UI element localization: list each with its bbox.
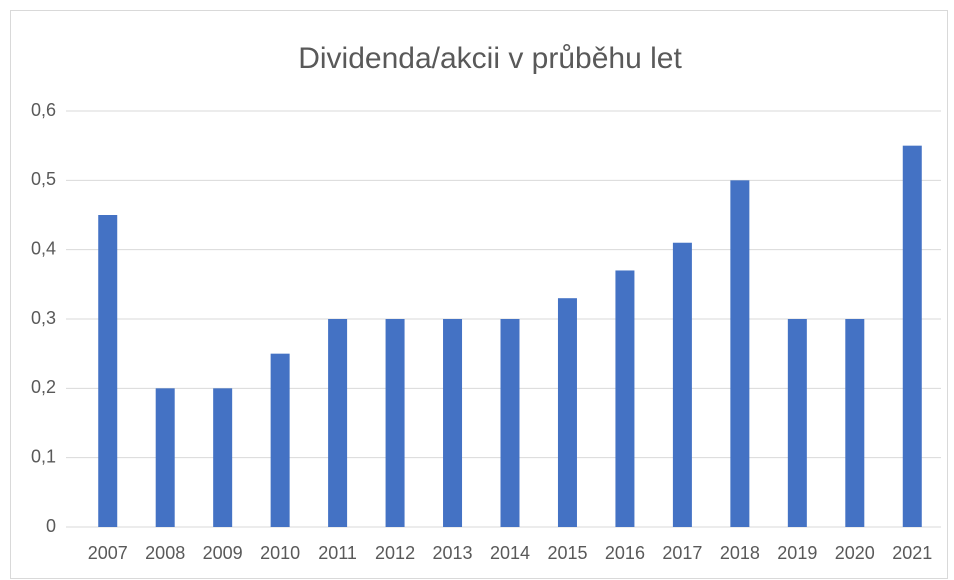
y-tick-label: 0,1	[31, 446, 56, 466]
x-tick-label: 2012	[375, 543, 415, 563]
bar	[328, 319, 348, 527]
bar	[672, 242, 692, 527]
x-tick-label: 2007	[88, 543, 128, 563]
x-tick-label: 2013	[433, 543, 473, 563]
bar	[155, 388, 175, 527]
bar	[557, 298, 577, 527]
bar	[98, 215, 118, 527]
bar	[385, 319, 405, 527]
x-tick-label: 2014	[490, 543, 530, 563]
x-tick-label: 2017	[662, 543, 702, 563]
bar	[500, 319, 520, 527]
x-tick-label: 2021	[892, 543, 932, 563]
y-tick-label: 0,6	[31, 100, 56, 120]
x-tick-label: 2009	[203, 543, 243, 563]
bar	[213, 388, 233, 527]
x-tick-label: 2018	[720, 543, 760, 563]
chart-border	[10, 10, 948, 579]
y-tick-label: 0,2	[31, 377, 56, 397]
bar	[902, 145, 922, 527]
x-tick-label: 2008	[145, 543, 185, 563]
y-tick-label: 0,5	[31, 169, 56, 189]
chart-title: Dividenda/akcii v průběhu let	[298, 42, 682, 75]
bar	[443, 319, 463, 527]
bar	[730, 180, 750, 528]
x-tick-label: 2015	[547, 543, 587, 563]
x-tick-label: 2011	[318, 543, 357, 563]
x-tick-label: 2010	[260, 543, 300, 563]
y-tick-label: 0,3	[31, 308, 56, 328]
bar	[845, 319, 865, 527]
bar	[270, 353, 290, 527]
x-tick-label: 2016	[605, 543, 645, 563]
x-tick-label: 2020	[835, 543, 875, 563]
y-tick-label: 0,4	[31, 238, 56, 258]
bar	[787, 319, 807, 527]
y-tick-label: 0	[46, 516, 56, 536]
bar	[615, 270, 635, 527]
x-tick-label: 2019	[777, 543, 817, 563]
